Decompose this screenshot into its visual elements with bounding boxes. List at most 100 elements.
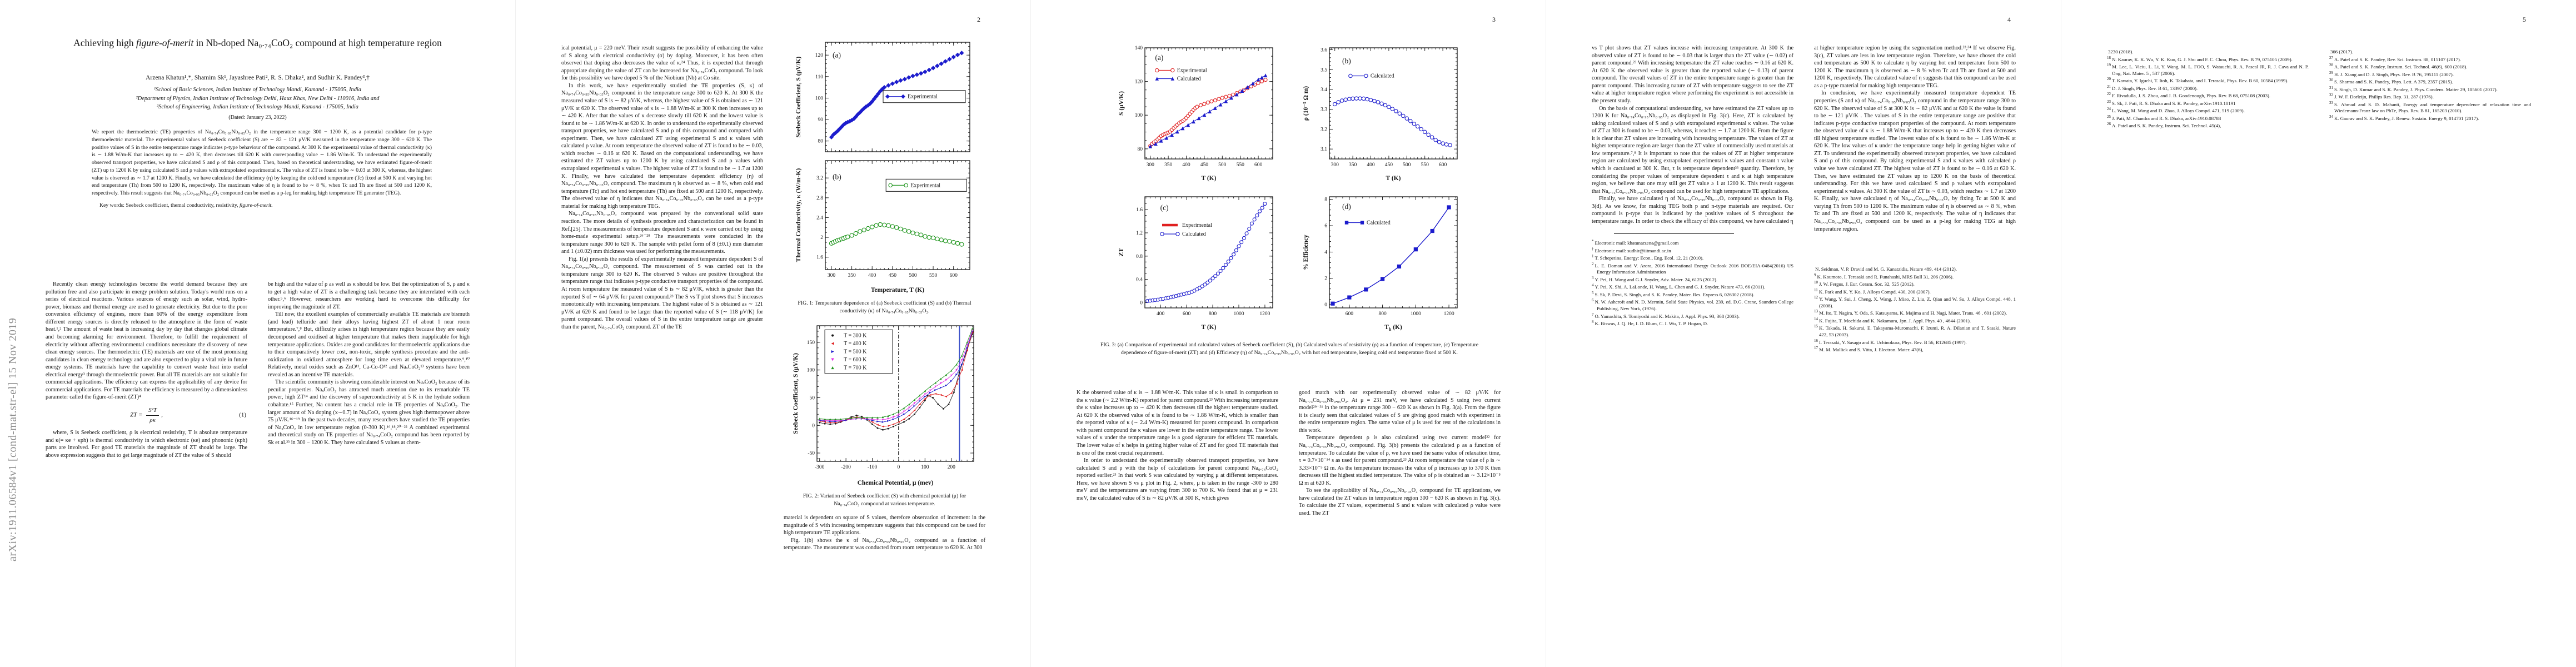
- svg-text:600: 600: [949, 273, 958, 278]
- p4-left-references: * Electronic mail: khatunarzena@gmail.com…: [1592, 239, 1793, 327]
- svg-text:Th (K): Th (K): [1384, 324, 1402, 332]
- arxiv-watermark: arXiv:1911.06584v1 [cond-mat.str-el] 15 …: [7, 317, 19, 561]
- reference-item: 26 A. Patel and S. K. Pandey, Instrum. Sc…: [2107, 122, 2221, 129]
- reference-item: 30 S. Sharma and S. K. Pandey, Phys. Lett…: [2329, 78, 2453, 85]
- figure-2-seebeck-vs-mu-chart: -300 -200 -100 0 100 200 -50 0 50 100 150 Chemical …: [793, 325, 974, 486]
- reference-item: † Electronic mail: sudhir@iitmandi.ac.in: [1592, 246, 1671, 253]
- svg-text:T (K): T (K): [1386, 175, 1401, 182]
- svg-text:T = 400 K: T = 400 K: [844, 341, 867, 347]
- p4-column-left: vs T plot shows that ZT values increase …: [1592, 44, 1793, 650]
- page-5: 5 3230 (2018). 18 N. Kaurav, K. K. Wu, Y. …: [2061, 0, 2576, 667]
- svg-text:6: 6: [1324, 223, 1327, 229]
- svg-text:100: 100: [921, 465, 929, 470]
- reference-item: 17 M. M. Mallick and S. Vitta, J. Electro…: [1814, 346, 1924, 352]
- paragraph: material is dependent on square of S val…: [784, 515, 985, 536]
- figure-2-caption: FIG. 2: Variation of Seebeck coefficient…: [803, 493, 966, 507]
- svg-text:Calculated: Calculated: [1182, 231, 1206, 237]
- reference-item: 15 K. Takada, H. Sakurai, E. Takayama-Mur…: [1814, 324, 2016, 337]
- p2-right-paragraphs: material is dependent on square of S val…: [784, 514, 985, 552]
- svg-text:ρ (10⁻⁵ Ω m): ρ (10⁻⁵ Ω m): [1303, 86, 1309, 121]
- reference-item: 25 J. Pati, M. Chandra and R. S. Dhaka, a…: [2107, 114, 2221, 121]
- reference-item: 32 J. W. F. Dorleijn, Philips Res. Rep. 3…: [2329, 93, 2434, 100]
- svg-text:120: 120: [1135, 79, 1143, 85]
- equation-number: (1): [239, 411, 246, 419]
- p1-left-paragraphs-a: Recently clean energy technologies becom…: [46, 281, 247, 401]
- svg-text:3.4: 3.4: [1321, 87, 1327, 93]
- svg-text:100: 100: [815, 96, 823, 101]
- reference-item: 29 H. J. Xiang and D. J. Singh, Phys. Rev…: [2329, 70, 2454, 77]
- svg-text:400: 400: [868, 273, 876, 278]
- equation-comma: ,: [161, 411, 163, 419]
- p1-left-paragraphs-b: where, S is Seebeck coefficient, ρ is el…: [46, 429, 247, 459]
- paragraph: where, S is Seebeck coefficient, ρ is el…: [46, 430, 247, 459]
- reference-item: 7 O. Yamashita, S. Tomiyoshi and K. Makit…: [1592, 312, 1740, 319]
- p5-right-references: 366 (2017). 27 A. Patel and S. K. Pandey, …: [2329, 48, 2531, 122]
- paragraph: Fig. 1(a) presents the results of experi…: [561, 256, 763, 330]
- svg-text:80: 80: [1138, 147, 1143, 152]
- reference-item: 366 (2017).: [2330, 48, 2354, 54]
- svg-text:Thermal Conductivity, κ (W/m-K: Thermal Conductivity, κ (W/m-K): [795, 168, 802, 262]
- svg-text:300: 300: [1331, 162, 1339, 168]
- svg-text:T = 600 K: T = 600 K: [844, 357, 867, 363]
- svg-text:Experimental: Experimental: [1177, 68, 1207, 74]
- svg-text:300: 300: [1147, 162, 1155, 168]
- equation-lhs: ZT =: [130, 411, 145, 419]
- paragraph: Recently clean energy technologies becom…: [46, 281, 247, 401]
- svg-text:0.8: 0.8: [1136, 254, 1143, 260]
- svg-text:ZT: ZT: [1118, 248, 1125, 257]
- svg-text:Chemical Potential, μ (mev): Chemical Potential, μ (mev): [857, 480, 933, 486]
- p4-right-references: N. Seidman, V. P. Dravid and M. G. Kanat…: [1814, 265, 2016, 354]
- p2-figures: 80 90 100 110 120 Seebeck Coefficient, S (μV/…: [784, 37, 985, 552]
- keywords-line: Key words: Seebeck coefficient, themal c…: [99, 202, 273, 208]
- figure-3c-zt-chart: 400 600 800 1000 1200 0 0.4 0.8 1.2 1.6 T (K) ZT Exp…: [1118, 196, 1273, 331]
- svg-text:Calculated: Calculated: [1367, 220, 1391, 226]
- column-spacer: [1814, 233, 2016, 265]
- date-line: (Dated: January 23, 2022): [228, 115, 287, 121]
- svg-text:100: 100: [806, 368, 815, 374]
- svg-text:T = 300 K: T = 300 K: [844, 333, 867, 339]
- figure-3b-resistivity-chart: 300 350 400 450 500 550 600 3.1 3.2 3.3 3.4 3.5 3.6 T…: [1303, 47, 1458, 182]
- reference-item: 20 T. Kawata, Y. Iguchi, T. Itoh, K. Taka…: [2107, 77, 2289, 84]
- page-3: 3 300 350 400 450 500 550 600 80 100 120 140 T (K) S…: [1030, 0, 1546, 667]
- p4-right-paragraphs: at higher temperature region by using th…: [1814, 44, 2016, 233]
- page-title: Achieving high figure-of-merit in Nb-dop…: [73, 37, 442, 48]
- svg-text:(d): (d): [1342, 202, 1351, 211]
- svg-text:2.8: 2.8: [816, 196, 823, 201]
- svg-text:100: 100: [1135, 113, 1143, 118]
- svg-text:120: 120: [815, 53, 823, 58]
- figure-3d-efficiency-chart: 600 800 1000 1200 0 2 4 6 8 Th (K) % Efficiency Cal…: [1303, 196, 1458, 332]
- affiliations: ¹School of Basic Sciences, Indian Instit…: [33, 86, 482, 112]
- svg-text:400: 400: [1367, 162, 1375, 168]
- svg-text:500: 500: [1218, 162, 1227, 168]
- paragraph: Fig. 1(b) shows the κ of Na₀.₇₄Co₀.₉₅Nb₀…: [784, 537, 985, 551]
- paragraph: The scientific community is showing cons…: [268, 379, 470, 446]
- svg-text:1000: 1000: [1411, 311, 1421, 317]
- svg-text:(c): (c): [1160, 203, 1169, 212]
- svg-text:1.6: 1.6: [816, 255, 823, 261]
- abstract-block: We report the thermoelectric (TE) proper…: [92, 128, 432, 208]
- reference-item: 1 T. Schepetina, Energy: Econ., Eng. Ecol…: [1592, 254, 1704, 261]
- reference-item: 3 Y. Pei, H. Wang and G.J. Snyder, Adv. M…: [1592, 275, 1718, 282]
- svg-text:600: 600: [1346, 311, 1354, 317]
- p3-left-paragraphs: K the observed value of κ is ∼ 1.88 W/m-…: [1077, 389, 1278, 502]
- paragraph: Na₀.₇₄Co₀.₉₅Nb₀.₀₅O₂ compound was prepar…: [561, 211, 763, 255]
- svg-text:350: 350: [1349, 162, 1357, 168]
- svg-text:Seebeck Coefficient, S (μV/K): Seebeck Coefficient, S (μV/K): [793, 353, 799, 434]
- svg-text:(a): (a): [1155, 53, 1163, 62]
- svg-text:T (K): T (K): [1202, 175, 1217, 182]
- svg-text:0: 0: [1324, 302, 1327, 308]
- paragraph: vs T plot shows that ZT values increase …: [1592, 45, 1793, 104]
- affiliation-1: ¹School of Basic Sciences, Indian Instit…: [154, 87, 361, 93]
- svg-text:Temperature, T (K): Temperature, T (K): [870, 287, 924, 293]
- svg-text:1200: 1200: [1259, 311, 1270, 317]
- reference-item: 34 K. Gaurav and S. K. Pandey, J. Renew. …: [2329, 114, 2479, 121]
- page-4: 4 vs T plot shows that ZT values increas…: [1546, 0, 2061, 667]
- svg-text:T = 500 K: T = 500 K: [844, 349, 867, 355]
- reference-item: N. Seidman, V. P. Dravid and M. G. Kanat…: [1815, 266, 1957, 272]
- p2-left-paragraphs: ical potential, μ = 220 meV. Their resul…: [561, 44, 763, 331]
- svg-text:450: 450: [888, 273, 896, 278]
- paragraph: To see the applicability of Na₀.₇₄Co₀.₉₅…: [1299, 487, 1501, 516]
- svg-text:0.4: 0.4: [1136, 277, 1143, 283]
- svg-text:550: 550: [929, 273, 937, 278]
- svg-text:450: 450: [1200, 162, 1209, 168]
